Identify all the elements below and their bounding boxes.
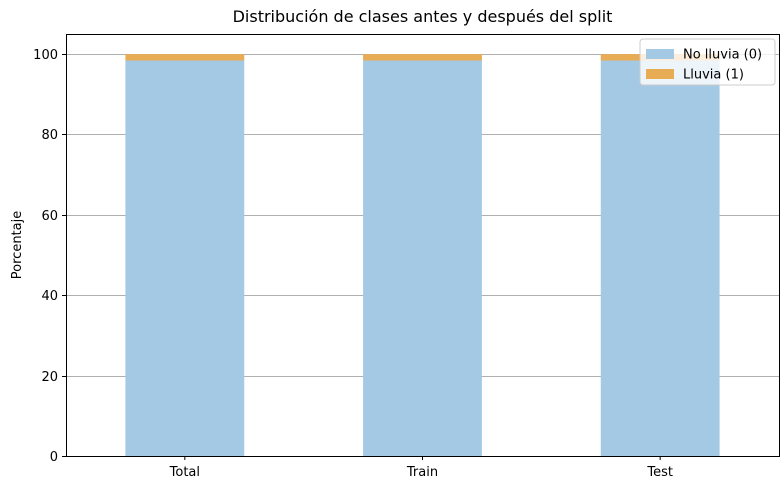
y-tick-label: 0 [50,450,58,465]
legend-swatch [646,49,674,59]
x-axis-ticks: Total Train Test [169,456,673,480]
legend-label: No lluvia (0) [683,48,762,63]
bar-test-series-0 [600,60,720,456]
bar-train-series-1 [363,54,482,61]
legend-label: Lluvia (1) [683,68,744,83]
bar-total-series-0 [125,60,245,456]
bars [125,54,720,456]
y-tick-label: 20 [41,370,58,385]
legend-swatch [646,69,674,79]
legend: No lluvia (0) Lluvia (1) [639,38,776,86]
x-tick-label-train: Train [406,465,438,480]
x-tick-label-test: Test [646,465,673,480]
x-tick-label-total: Total [169,465,200,480]
y-axis-label: Porcentaje [10,211,25,279]
y-axis-ticks: 0 20 40 60 80 100 [33,48,66,465]
y-tick-label: 40 [41,289,58,304]
y-tick-label: 80 [41,128,58,143]
y-tick-label: 60 [41,209,58,224]
chart-title: Distribución de clases antes y después d… [233,7,613,26]
y-tick-label: 100 [33,48,58,63]
bar-total-series-1 [125,54,245,61]
bar-train-series-0 [363,60,482,456]
